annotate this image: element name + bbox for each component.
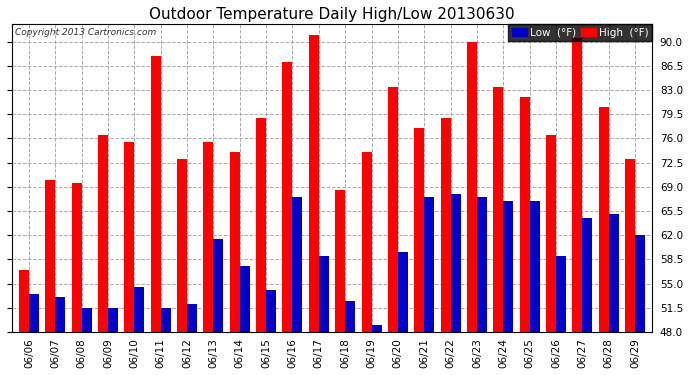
Bar xyxy=(29,294,39,375)
Bar xyxy=(556,256,566,375)
Bar xyxy=(362,152,371,375)
Bar xyxy=(335,190,345,375)
Bar xyxy=(371,325,382,375)
Bar xyxy=(440,118,451,375)
Bar xyxy=(451,194,461,375)
Bar xyxy=(55,297,66,375)
Bar xyxy=(108,308,118,375)
Bar xyxy=(204,142,213,375)
Bar xyxy=(635,235,645,375)
Bar xyxy=(177,159,187,375)
Bar xyxy=(467,42,477,375)
Bar xyxy=(477,197,487,375)
Bar xyxy=(625,159,635,375)
Bar xyxy=(319,256,329,375)
Bar xyxy=(424,197,434,375)
Bar xyxy=(81,308,92,375)
Bar xyxy=(46,180,55,375)
Bar xyxy=(530,201,540,375)
Bar xyxy=(388,87,398,375)
Bar xyxy=(161,308,170,375)
Bar xyxy=(239,266,250,375)
Bar xyxy=(398,252,408,375)
Text: Copyright 2013 Cartronics.com: Copyright 2013 Cartronics.com xyxy=(15,28,156,37)
Bar xyxy=(309,35,319,375)
Bar xyxy=(599,107,609,375)
Bar xyxy=(493,87,503,375)
Bar xyxy=(256,118,266,375)
Bar xyxy=(414,128,424,375)
Bar xyxy=(150,56,161,375)
Bar xyxy=(582,218,592,375)
Bar xyxy=(609,214,619,375)
Bar xyxy=(266,291,276,375)
Bar xyxy=(572,38,582,375)
Bar xyxy=(230,152,239,375)
Bar xyxy=(520,97,530,375)
Bar xyxy=(187,304,197,375)
Bar xyxy=(135,287,144,375)
Bar xyxy=(124,142,135,375)
Title: Outdoor Temperature Daily High/Low 20130630: Outdoor Temperature Daily High/Low 20130… xyxy=(149,7,515,22)
Bar xyxy=(282,63,293,375)
Bar xyxy=(345,301,355,375)
Bar xyxy=(213,238,224,375)
Bar xyxy=(503,201,513,375)
Bar xyxy=(19,270,29,375)
Bar xyxy=(293,197,302,375)
Bar xyxy=(546,135,556,375)
Bar xyxy=(72,183,81,375)
Legend: Low  (°F), High  (°F): Low (°F), High (°F) xyxy=(509,24,652,41)
Bar xyxy=(98,135,108,375)
